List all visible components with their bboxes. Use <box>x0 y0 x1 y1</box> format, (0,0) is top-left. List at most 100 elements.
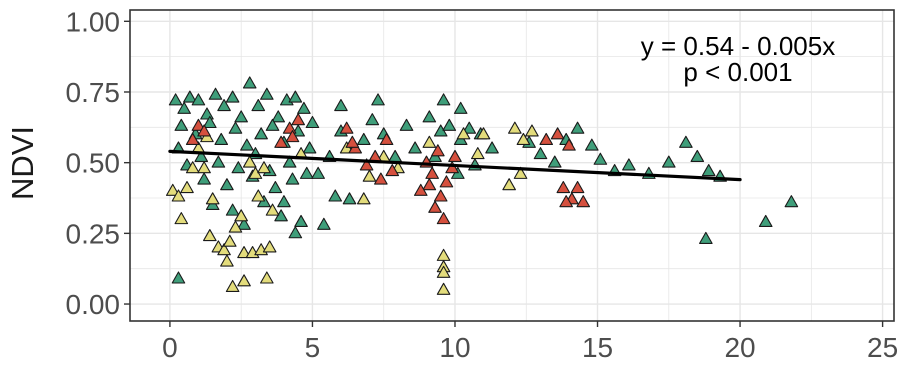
data-point-yellow <box>237 274 251 287</box>
data-point-green <box>585 138 599 151</box>
data-point-yellow <box>513 166 528 179</box>
data-point-yellow <box>251 189 266 202</box>
data-point-red <box>291 113 305 126</box>
data-point-yellow <box>436 248 451 261</box>
data-point-green <box>297 101 311 114</box>
data-point-red <box>428 200 442 213</box>
data-point-yellow <box>228 220 243 233</box>
data-point-yellow <box>205 192 220 205</box>
data-point-green <box>701 164 716 177</box>
data-point-green <box>356 132 371 146</box>
data-point-red <box>197 124 211 137</box>
data-point-yellow <box>476 127 491 140</box>
data-point-green <box>758 214 773 227</box>
data-point-red <box>436 212 451 225</box>
y-tick-label: 0.25 <box>66 218 121 249</box>
data-point-yellow <box>508 121 522 134</box>
data-point-green <box>200 107 214 120</box>
data-point-yellow <box>436 282 451 295</box>
data-point-green <box>231 161 246 174</box>
data-point-yellow <box>436 265 451 278</box>
data-point-green <box>388 149 402 162</box>
data-point-yellow <box>171 189 186 202</box>
data-point-green <box>288 226 303 239</box>
data-point-red <box>433 189 448 202</box>
data-point-green <box>237 217 251 230</box>
data-point-green <box>211 155 226 168</box>
data-point-red <box>539 132 554 146</box>
data-point-green <box>399 118 414 131</box>
data-point-green <box>422 110 437 123</box>
data-point-yellow <box>502 178 516 191</box>
data-point-green <box>265 118 280 131</box>
x-tick-label: 5 <box>305 332 321 363</box>
data-point-red <box>448 149 462 162</box>
data-point-green <box>225 203 240 216</box>
y-axis-label: NDVI <box>5 126 40 200</box>
data-point-green <box>228 121 243 134</box>
data-point-green <box>294 214 308 227</box>
data-point-green <box>699 231 713 244</box>
data-point-yellow <box>217 243 231 256</box>
data-point-green <box>342 192 357 205</box>
regression-fit-line <box>168 149 742 182</box>
data-point-green <box>661 155 676 168</box>
data-point-green <box>334 98 348 112</box>
fit-line-layer <box>168 149 742 182</box>
data-point-yellow <box>180 180 194 194</box>
data-point-green <box>220 178 234 191</box>
data-point-yellow <box>225 279 240 293</box>
data-point-green <box>277 195 291 208</box>
data-point-green <box>317 217 331 230</box>
data-point-green <box>679 135 693 148</box>
data-point-yellow <box>222 234 237 247</box>
data-point-green <box>784 195 799 208</box>
y-tick-label: 0.75 <box>66 77 121 108</box>
data-point-green <box>177 101 191 114</box>
data-point-yellow <box>165 183 180 196</box>
data-point-green <box>254 127 268 140</box>
data-point-yellow <box>516 132 531 146</box>
data-point-green <box>217 98 231 112</box>
data-point-red <box>570 180 585 194</box>
data-point-red <box>339 121 354 134</box>
data-point-yellow <box>234 209 248 222</box>
data-point-yellow <box>260 271 274 284</box>
data-point-red <box>359 158 374 171</box>
data-point-red <box>422 178 437 191</box>
data-point-green <box>547 155 562 168</box>
data-point-yellow <box>197 161 211 174</box>
data-point-yellow <box>220 254 234 267</box>
data-point-green <box>593 152 608 165</box>
data-point-green <box>288 90 303 103</box>
data-point-red <box>559 195 573 208</box>
data-point-yellow <box>356 192 371 205</box>
data-point-green <box>299 166 314 179</box>
data-point-red <box>556 180 571 194</box>
axes: 0.00 0.25 0.50 0.75 1.00 0 5 10 15 20 25 <box>66 6 899 363</box>
data-point-green <box>197 172 211 185</box>
data-point-green <box>171 271 186 284</box>
data-point-green <box>282 155 297 168</box>
data-point-green <box>208 87 223 100</box>
y-tick-label: 1.00 <box>66 6 121 37</box>
data-point-yellow <box>203 229 217 242</box>
data-point-green <box>328 189 343 202</box>
x-tick-label: 20 <box>724 332 755 363</box>
data-point-yellow <box>262 240 277 253</box>
data-point-green <box>408 141 422 154</box>
data-point-green <box>305 115 320 129</box>
data-point-yellow <box>265 203 280 216</box>
data-point-yellow <box>470 147 485 160</box>
x-tick-label: 15 <box>582 332 613 363</box>
data-point-yellow <box>422 135 437 148</box>
data-point-green <box>285 172 300 185</box>
data-point-red <box>550 127 565 140</box>
data-point-yellow <box>174 212 189 225</box>
data-point-red <box>439 175 454 188</box>
data-point-green <box>533 147 548 160</box>
data-point-green <box>234 110 248 123</box>
data-point-green <box>240 138 254 151</box>
